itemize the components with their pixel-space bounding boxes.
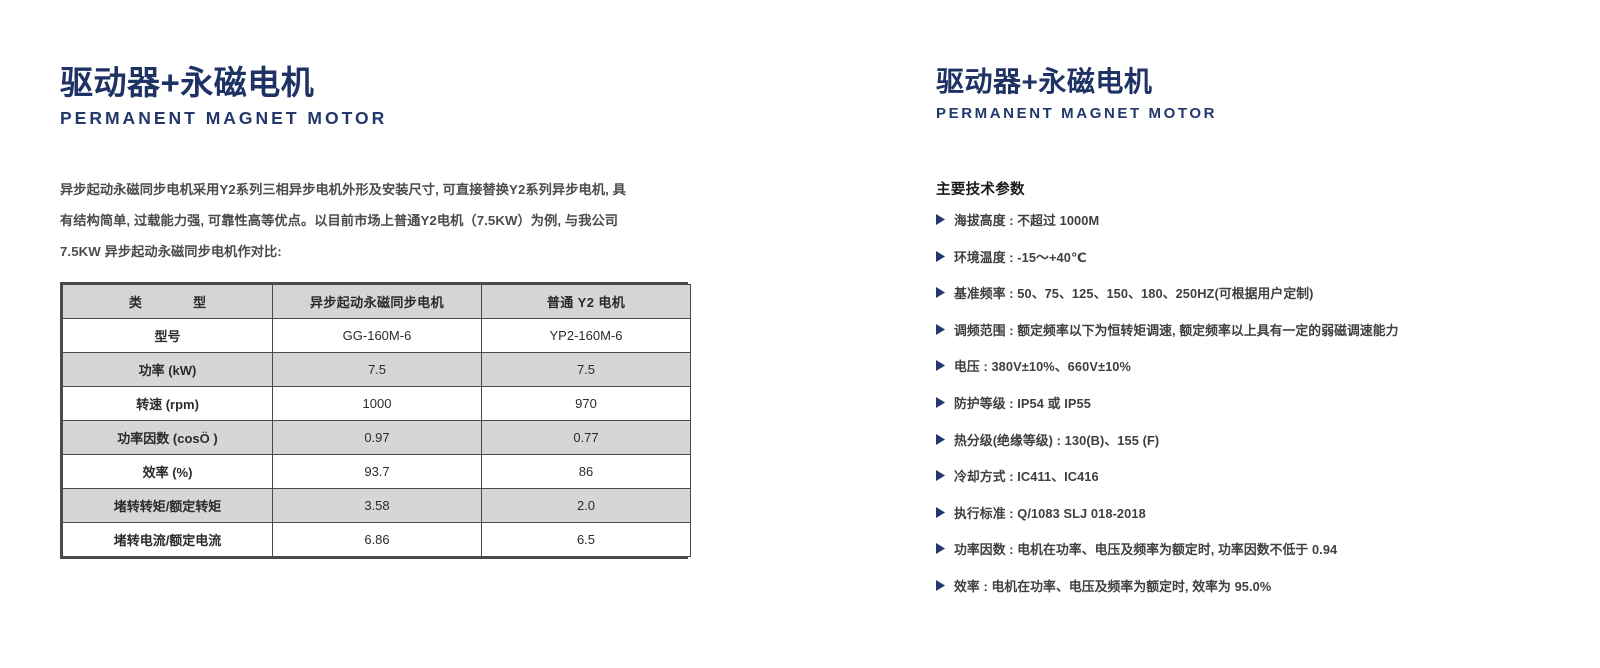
row-value-pmsm: 3.58 — [272, 488, 482, 523]
table-row: 堵转转矩/额定转矩 3.58 2.0 — [62, 488, 691, 523]
row-value-y2: 6.5 — [481, 522, 691, 557]
table-row: 型号 GG-160M-6 YP2-160M-6 — [62, 318, 691, 353]
row-value-y2: 2.0 — [481, 488, 691, 523]
table-row: 功率因数 (cosÖ ) 0.97 0.77 — [62, 420, 691, 455]
triangle-right-icon — [936, 578, 954, 591]
row-value-pmsm: 0.97 — [272, 420, 482, 455]
list-item: 效率 : 电机在功率、电压及频率为额定时, 效率为 95.0% — [936, 578, 1556, 615]
table-body: 型号 GG-160M-6 YP2-160M-6 功率 (kW) 7.5 7.5 … — [62, 318, 691, 557]
list-item: 防护等级 : IP54 或 IP55 — [936, 395, 1556, 432]
row-value-y2: 7.5 — [481, 352, 691, 387]
row-label: 堵转转矩/额定转矩 — [62, 488, 273, 523]
table-row: 功率 (kW) 7.5 7.5 — [62, 352, 691, 387]
row-label: 型号 — [62, 318, 273, 353]
triangle-right-icon — [936, 358, 954, 372]
triangle-right-icon — [936, 468, 954, 482]
triangle-right-icon — [936, 505, 954, 518]
spec-text: 基准频率 : 50、75、125、150、180、250HZ(可根据用户定制) — [954, 286, 1314, 302]
row-value-y2: YP2-160M-6 — [481, 318, 691, 353]
triangle-right-icon — [936, 212, 954, 225]
row-value-y2: 0.77 — [481, 420, 691, 455]
list-item: 功率因数 : 电机在功率、电压及频率为额定时, 功率因数不低于 0.94 — [936, 541, 1556, 578]
row-value-pmsm: 6.86 — [272, 522, 482, 557]
table-header-type-right: 型 — [193, 295, 207, 310]
table-header-type-left: 类 — [128, 295, 142, 310]
intro-paragraph: 异步起动永磁同步电机采用Y2系列三相异步电机外形及安装尺寸, 可直接替换Y2系列… — [60, 174, 645, 267]
triangle-right-icon — [936, 285, 954, 299]
row-value-y2: 86 — [481, 454, 691, 489]
table-header-row: 类 型 异步起动永磁同步电机 普通 Y2 电机 — [62, 284, 691, 319]
left-brand-block: 驱动器+永磁电机 PERMANENT MAGNET MOTOR — [60, 66, 387, 128]
table-header-pmsm: 异步起动永磁同步电机 — [272, 284, 482, 319]
brand-title-cn: 驱动器+永磁电机 — [60, 64, 315, 101]
spec-text: 环境温度 : -15～+40℃ — [954, 249, 1087, 265]
list-item: 执行标准 : Q/1083 SLJ 018-2018 — [936, 505, 1556, 542]
spec-text: 电压 : 380V±10%、660V±10% — [954, 359, 1132, 375]
intro-line-3: 7.5KW 异步起动永磁同步电机作对比: — [60, 244, 282, 259]
spec-text: 功率因数 : 电机在功率、电压及频率为额定时, 功率因数不低于 0.94 — [954, 542, 1338, 558]
row-value-pmsm: GG-160M-6 — [272, 318, 482, 353]
spec-text: 防护等级 : IP54 或 IP55 — [954, 395, 1091, 411]
triangle-right-icon — [936, 249, 954, 262]
spec-text: 执行标准 : Q/1083 SLJ 018-2018 — [954, 505, 1146, 521]
table-header-y2: 普通 Y2 电机 — [481, 284, 691, 319]
triangle-right-icon — [936, 432, 954, 445]
spec-text: 冷却方式 : IC411、IC416 — [954, 469, 1099, 485]
list-item: 热分级(绝缘等级) : 130(B)、155 (F) — [936, 432, 1556, 469]
list-item: 调频范围 : 额定频率以下为恒转矩调速, 额定频率以上具有一定的弱磁调速能力 — [936, 322, 1556, 359]
spec-text: 调频范围 : 额定频率以下为恒转矩调速, 额定频率以上具有一定的弱磁调速能力 — [954, 322, 1399, 338]
table-row: 转速 (rpm) 1000 970 — [62, 386, 691, 421]
row-value-pmsm: 1000 — [272, 386, 482, 421]
brand-subtitle-en: PERMANENT MAGNET MOTOR — [936, 105, 1218, 122]
brand-subtitle-en: PERMANENT MAGNET MOTOR — [60, 108, 388, 128]
row-label: 堵转电流/额定电流 — [62, 522, 273, 557]
row-value-pmsm: 93.7 — [272, 454, 482, 489]
triangle-right-icon — [936, 395, 954, 408]
comparison-table: 类 型 异步起动永磁同步电机 普通 Y2 电机 型号 GG-160M-6 YP2… — [62, 284, 691, 557]
list-item: 海拔高度 : 不超过 1000M — [936, 212, 1556, 249]
intro-line-2: 有结构简单, 过载能力强, 可靠性高等优点。以目前市场上普通Y2电机（7.5KW… — [60, 213, 619, 228]
section-title-main-specs: 主要技术参数 — [936, 182, 1025, 198]
spec-list: 海拔高度 : 不超过 1000M 环境温度 : -15～+40℃ 基准频率 : … — [936, 212, 1556, 615]
table-head: 类 型 异步起动永磁同步电机 普通 Y2 电机 — [62, 284, 691, 319]
spec-text: 热分级(绝缘等级) : 130(B)、155 (F) — [954, 432, 1160, 448]
table-row: 效率 (%) 93.7 86 — [62, 454, 691, 489]
row-label: 功率 (kW) — [62, 352, 273, 387]
left-panel: 驱动器+永磁电机 PERMANENT MAGNET MOTOR 异步起动永磁同步… — [60, 0, 760, 668]
row-value-y2: 970 — [481, 386, 691, 421]
list-item: 冷却方式 : IC411、IC416 — [936, 468, 1556, 505]
spec-text: 海拔高度 : 不超过 1000M — [954, 213, 1100, 228]
row-label: 转速 (rpm) — [62, 386, 273, 421]
brand-title-cn: 驱动器+永磁电机 — [936, 66, 1153, 97]
triangle-right-icon — [936, 541, 954, 555]
comparison-table-wrapper: 类 型 异步起动永磁同步电机 普通 Y2 电机 型号 GG-160M-6 YP2… — [60, 282, 691, 559]
right-panel: 驱动器+永磁电机 PERMANENT MAGNET MOTOR 主要技术参数 海… — [936, 0, 1556, 668]
row-label: 功率因数 (cosÖ ) — [62, 420, 273, 455]
row-value-pmsm: 7.5 — [272, 352, 482, 387]
row-label: 效率 (%) — [62, 454, 273, 489]
list-item: 基准频率 : 50、75、125、150、180、250HZ(可根据用户定制) — [936, 285, 1556, 322]
spec-text: 效率 : 电机在功率、电压及频率为额定时, 效率为 95.0% — [954, 578, 1272, 594]
triangle-right-icon — [936, 322, 954, 335]
list-item: 环境温度 : -15～+40℃ — [936, 249, 1556, 286]
table-header-type: 类 型 — [62, 284, 273, 319]
intro-line-1: 异步起动永磁同步电机采用Y2系列三相异步电机外形及安装尺寸, 可直接替换Y2系列… — [60, 182, 626, 197]
right-brand-block: 驱动器+永磁电机 PERMANENT MAGNET MOTOR — [936, 66, 1218, 122]
list-item: 电压 : 380V±10%、660V±10% — [936, 358, 1556, 395]
table-row: 堵转电流/额定电流 6.86 6.5 — [62, 522, 691, 557]
